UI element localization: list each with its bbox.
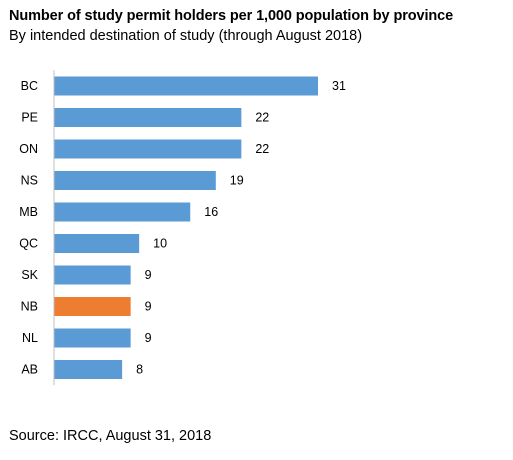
chart-subtitle: By intended destination of study (throug…	[9, 28, 363, 44]
source-note: Source: IRCC, August 31, 2018	[9, 428, 212, 444]
tick-label-qc: QC	[19, 237, 38, 251]
bar-qc	[54, 234, 140, 253]
bar-bc	[54, 76, 318, 96]
data-label-qc: 10	[153, 237, 167, 251]
tick-label-ns: NS	[21, 174, 38, 188]
bar-nb	[54, 297, 131, 316]
data-label-ns: 19	[230, 174, 244, 188]
bar-ab	[54, 360, 123, 379]
bar-pe	[54, 108, 242, 127]
bar-chart: BC 31 PE 22 ON 22 NS 19 MB 16 QC 10 SK 9 NB 9 NL 9 AB 8	[19, 70, 346, 386]
tick-label-nl: NL	[22, 331, 38, 345]
bar-on	[54, 139, 242, 159]
data-label-bc: 31	[332, 79, 346, 93]
tick-label-sk: SK	[21, 268, 38, 282]
tick-label-ab: AB	[21, 363, 38, 377]
bar-ns	[54, 171, 216, 190]
tick-label-nb: NB	[21, 300, 38, 314]
bar-sk	[54, 265, 131, 285]
data-label-pe: 22	[255, 111, 269, 125]
tick-label-pe: PE	[21, 111, 38, 125]
bar-mb	[54, 202, 191, 222]
data-label-ab: 8	[136, 363, 143, 377]
tick-label-bc: BC	[21, 79, 38, 93]
bar-nl	[54, 328, 131, 348]
data-label-sk: 9	[145, 268, 152, 282]
data-label-nl: 9	[145, 331, 152, 345]
chart-title: Number of study permit holders per 1,000…	[9, 8, 454, 24]
tick-label-on: ON	[19, 142, 38, 156]
data-label-mb: 16	[204, 205, 218, 219]
data-label-nb: 9	[145, 300, 152, 314]
data-label-on: 22	[255, 142, 269, 156]
tick-label-mb: MB	[19, 205, 38, 219]
